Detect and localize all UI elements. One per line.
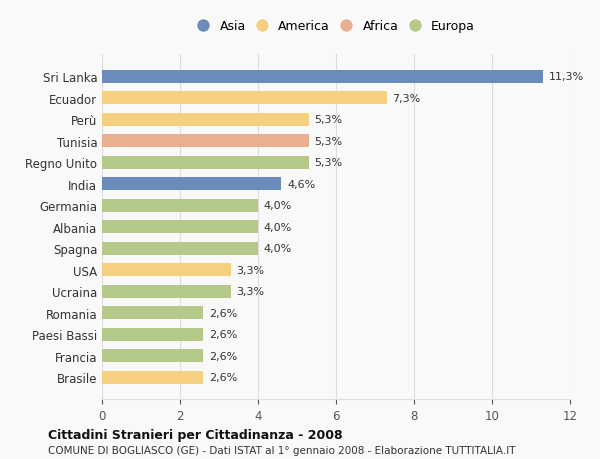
Text: 4,0%: 4,0% bbox=[264, 201, 292, 211]
Text: 3,3%: 3,3% bbox=[236, 265, 265, 275]
Bar bbox=[102, 307, 203, 319]
Bar bbox=[102, 178, 281, 191]
Bar bbox=[102, 157, 309, 169]
Text: COMUNE DI BOGLIASCO (GE) - Dati ISTAT al 1° gennaio 2008 - Elaborazione TUTTITAL: COMUNE DI BOGLIASCO (GE) - Dati ISTAT al… bbox=[48, 446, 515, 455]
Text: 2,6%: 2,6% bbox=[209, 351, 238, 361]
Text: 2,6%: 2,6% bbox=[209, 372, 238, 382]
Bar bbox=[102, 285, 230, 298]
Bar bbox=[102, 113, 309, 127]
Text: 5,3%: 5,3% bbox=[314, 136, 343, 146]
Bar bbox=[102, 349, 203, 362]
Bar bbox=[102, 371, 203, 384]
Text: 5,3%: 5,3% bbox=[314, 115, 343, 125]
Legend: Asia, America, Africa, Europa: Asia, America, Africa, Europa bbox=[193, 17, 479, 37]
Text: 7,3%: 7,3% bbox=[392, 94, 421, 104]
Text: 5,3%: 5,3% bbox=[314, 158, 343, 168]
Text: 11,3%: 11,3% bbox=[548, 72, 584, 82]
Bar bbox=[102, 328, 203, 341]
Bar bbox=[102, 199, 258, 212]
Text: 3,3%: 3,3% bbox=[236, 286, 265, 297]
Text: 2,6%: 2,6% bbox=[209, 308, 238, 318]
Bar bbox=[102, 263, 230, 276]
Bar bbox=[102, 135, 309, 148]
Bar bbox=[102, 242, 258, 255]
Text: 2,6%: 2,6% bbox=[209, 330, 238, 339]
Bar bbox=[102, 92, 387, 105]
Bar bbox=[102, 71, 543, 84]
Text: 4,6%: 4,6% bbox=[287, 179, 316, 189]
Text: 4,0%: 4,0% bbox=[264, 244, 292, 254]
Bar bbox=[102, 221, 258, 234]
Text: 4,0%: 4,0% bbox=[264, 222, 292, 232]
Text: Cittadini Stranieri per Cittadinanza - 2008: Cittadini Stranieri per Cittadinanza - 2… bbox=[48, 428, 343, 442]
